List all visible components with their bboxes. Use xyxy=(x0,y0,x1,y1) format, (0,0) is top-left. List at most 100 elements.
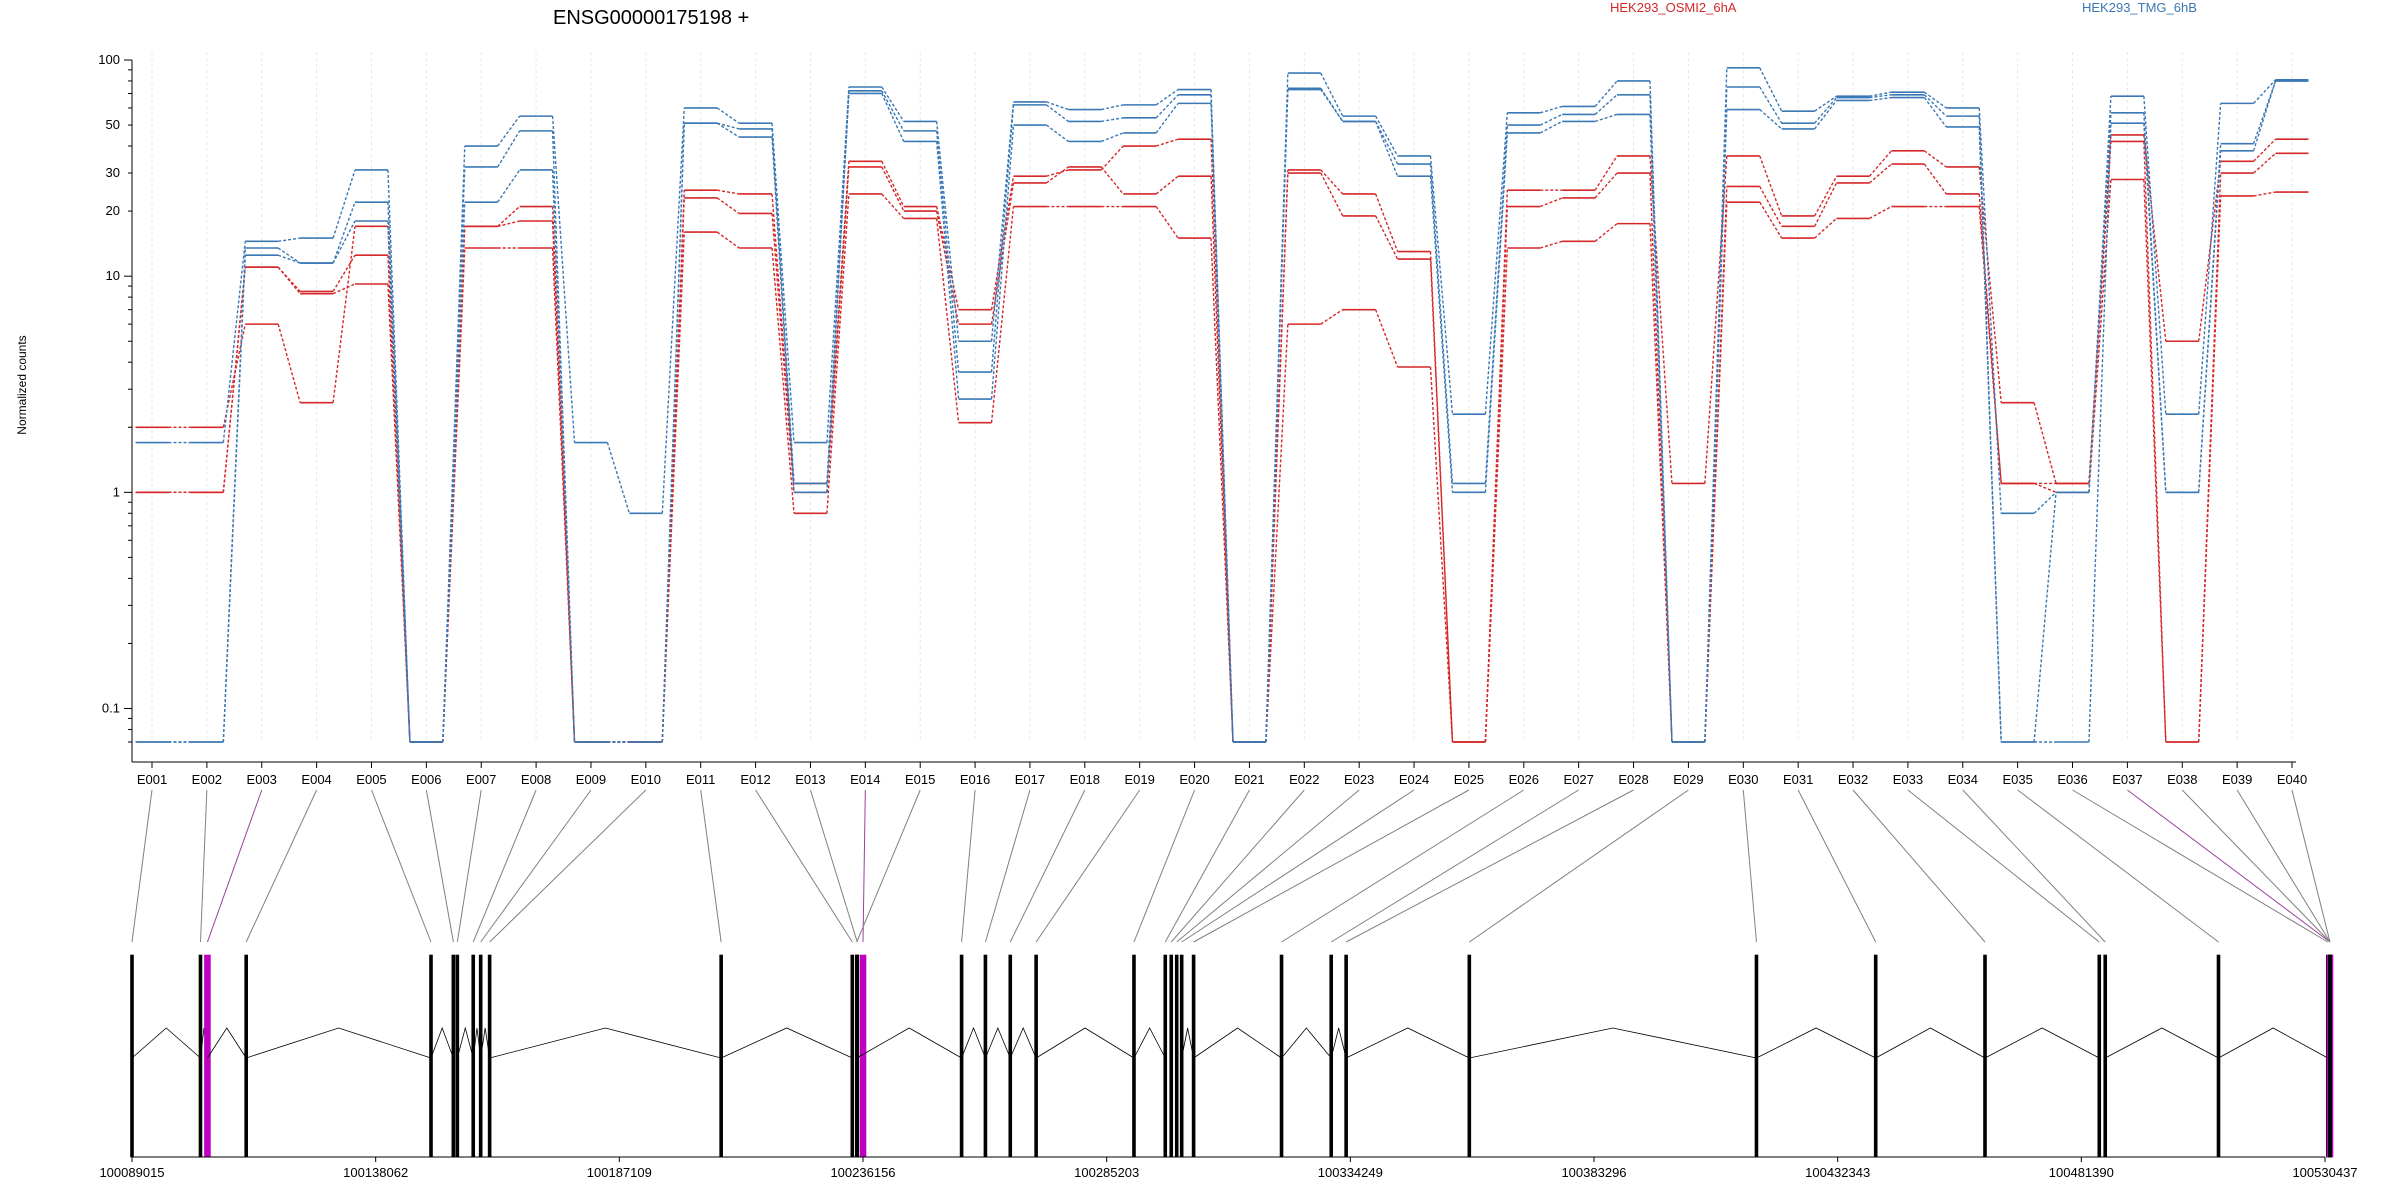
exon-box xyxy=(2103,954,2108,1158)
coordinate-tick-label: 100383296 xyxy=(1561,1165,1626,1180)
series-connector xyxy=(881,160,905,207)
exon-box xyxy=(854,954,859,1158)
series-connector xyxy=(717,122,740,130)
intron-line xyxy=(131,1027,201,1059)
series-connector xyxy=(1155,206,1179,239)
series-connector xyxy=(1539,120,1563,134)
x-tick-label: E013 xyxy=(795,772,825,787)
x-tick-label: E005 xyxy=(356,772,386,787)
series-connector xyxy=(826,193,850,514)
x-tick-label: E036 xyxy=(2057,772,2087,787)
series-connector xyxy=(1045,124,1069,143)
series-connector xyxy=(1814,175,1838,217)
series-connector xyxy=(2198,195,2222,743)
intron-line xyxy=(207,1027,247,1059)
series-connector xyxy=(1594,223,1618,242)
series-connector xyxy=(881,90,905,132)
coordinate-tick-label: 100530437 xyxy=(2292,1165,2357,1180)
series-connector xyxy=(1101,117,1124,123)
x-tick-label: E032 xyxy=(1838,772,1868,787)
intron-line xyxy=(1469,1027,1757,1059)
y-tick-label: 30 xyxy=(106,165,120,180)
series-connector xyxy=(2033,402,2057,484)
series-connector xyxy=(717,189,740,195)
series-connector xyxy=(1045,104,1069,122)
x-tick-label: E040 xyxy=(2277,772,2307,787)
series-connector xyxy=(332,220,356,264)
exon-connector xyxy=(1852,789,1986,943)
x-tick-label: E015 xyxy=(905,772,935,787)
exon-connector xyxy=(1133,789,1196,943)
exon-box xyxy=(455,954,460,1158)
series-connector xyxy=(1869,96,1892,102)
series-connector xyxy=(1923,150,1947,168)
y-tick-label: 1 xyxy=(113,484,120,499)
exon-connector xyxy=(480,789,592,943)
series-connector xyxy=(387,220,411,743)
series-connector xyxy=(1046,101,1069,111)
y-tick-label: 50 xyxy=(106,117,120,132)
series-connector xyxy=(2253,138,2277,162)
intron-line xyxy=(1035,1027,1135,1059)
series-connector xyxy=(1759,201,1783,239)
x-tick-label: E016 xyxy=(960,772,990,787)
x-axis: E001 E002 E003 E004 E005 E006 E007 E008 E009 E010… xyxy=(132,761,2307,787)
intron-line xyxy=(1345,1027,1470,1059)
exon-connector xyxy=(2181,789,2331,943)
series-connector xyxy=(826,93,850,493)
exon-connector xyxy=(425,789,454,943)
series-connector xyxy=(332,169,356,239)
x-tick-label: E004 xyxy=(301,772,331,787)
series-connector xyxy=(826,166,850,493)
series-connector xyxy=(1155,175,1179,195)
series-connector xyxy=(1759,186,1783,227)
series-connector xyxy=(1484,206,1509,743)
exon-connector xyxy=(2236,789,2331,943)
y-tick-label: 0.1 xyxy=(102,701,120,716)
series-connector xyxy=(826,86,850,443)
exon-box xyxy=(1174,954,1179,1158)
series-connector xyxy=(551,130,576,743)
series-connector xyxy=(771,123,795,443)
exon-box xyxy=(1873,954,1878,1158)
exon-connector xyxy=(1742,789,1757,943)
series-connector xyxy=(2088,123,2112,743)
x-tick-label: E008 xyxy=(521,772,551,787)
y-axis-label: Normalized counts xyxy=(15,335,29,434)
series-connector xyxy=(661,123,685,743)
exon-box xyxy=(1467,954,1472,1158)
series-connector xyxy=(771,213,795,493)
series-connector xyxy=(1759,109,1783,130)
series-connector xyxy=(1484,247,1509,743)
series-connector xyxy=(2033,492,2057,743)
series-connector xyxy=(2033,482,2057,493)
series-connector xyxy=(277,266,301,295)
exon-connector xyxy=(1962,789,2106,943)
exon-connector xyxy=(755,789,853,943)
series-connector xyxy=(1759,155,1783,217)
x-tick-label: E033 xyxy=(1893,772,1923,787)
x-tick-label: E038 xyxy=(2167,772,2197,787)
exon-box xyxy=(2097,954,2102,1158)
exon-box xyxy=(1329,954,1334,1158)
x-tick-label: E022 xyxy=(1289,772,1319,787)
x-tick-label: E001 xyxy=(137,772,167,787)
series-connector xyxy=(222,241,246,443)
intron-line xyxy=(961,1026,986,1059)
x-tick-label: E020 xyxy=(1179,772,1209,787)
x-tick-label: E039 xyxy=(2222,772,2252,787)
series-connector xyxy=(1320,169,1344,195)
series-connector xyxy=(2143,96,2167,415)
series-connector xyxy=(1210,94,1234,743)
exon-box xyxy=(244,954,248,1158)
series-connector xyxy=(1594,155,1618,191)
series-connector xyxy=(1594,113,1618,123)
series-connector xyxy=(1101,104,1124,111)
x-tick-label: E010 xyxy=(631,772,661,787)
series-connector xyxy=(2198,150,2222,493)
exon-connector xyxy=(2291,789,2331,943)
series-connector xyxy=(716,231,740,249)
series-connector xyxy=(1978,166,2002,403)
x-tick-label: E030 xyxy=(1728,772,1758,787)
x-tick-label: E023 xyxy=(1344,772,1374,787)
